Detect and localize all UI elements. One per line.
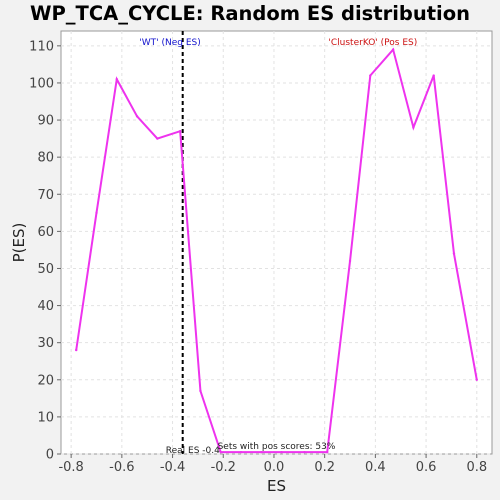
data-point	[115, 78, 118, 81]
x-tick-label: 0.2	[314, 460, 335, 475]
data-point	[348, 259, 352, 263]
data-point	[239, 450, 243, 454]
x-tick-label: -0.8	[58, 460, 83, 475]
y-tick-label: 100	[29, 76, 54, 91]
data-point	[260, 450, 263, 454]
data-point	[135, 115, 139, 118]
data-point	[219, 450, 222, 454]
pos-es-label: 'ClusterKO' (Pos ES)	[328, 38, 417, 48]
y-tick-label: 30	[37, 336, 54, 351]
data-point	[303, 450, 306, 454]
data-point	[432, 74, 435, 77]
data-point	[156, 137, 159, 140]
x-tick-label: -0.6	[109, 460, 134, 475]
x-axis-title: ES	[267, 477, 286, 495]
plot-area	[60, 30, 493, 455]
y-tick-label: 110	[29, 39, 54, 54]
data-point	[199, 389, 202, 393]
axes: -0.8 -0.6 -0.4 -0.2 0.0 0.2 0.4 0.6 0.8 0 10 20 30 40…	[29, 39, 487, 475]
y-tick-label: 80	[37, 151, 54, 166]
y-tick-label: 50	[37, 262, 54, 277]
y-tick-label: 40	[37, 299, 54, 314]
neg-es-label: 'WT' (Neg ES)	[139, 38, 200, 48]
data-point	[280, 450, 283, 454]
x-tick-label: 0.6	[416, 460, 437, 475]
y-tick-label: 20	[37, 373, 54, 388]
y-tick-label: 60	[37, 225, 54, 240]
y-tick-label: 10	[37, 410, 54, 425]
y-tick-label: 90	[37, 114, 54, 129]
x-tick-label: 0.4	[365, 460, 386, 475]
data-point	[75, 348, 78, 352]
grid	[61, 31, 492, 455]
data-point	[475, 378, 478, 381]
data-point	[412, 126, 415, 129]
y-tick-label: 0	[46, 448, 54, 463]
y-tick-label: 70	[37, 188, 54, 203]
x-tick-label: -0.4	[160, 460, 185, 475]
data-point	[95, 211, 98, 215]
series-line	[75, 47, 478, 454]
chart-title: WP_TCA_CYCLE: Random ES distribution	[29, 2, 471, 25]
data-points	[75, 48, 478, 454]
data-point	[391, 48, 395, 51]
x-tick-label: -0.2	[211, 460, 236, 475]
x-tick-label: 0.8	[466, 460, 487, 475]
x-tick-label: 0.0	[264, 460, 285, 475]
data-point	[452, 252, 456, 255]
real-es-label: Real ES -0.4	[166, 446, 220, 456]
y-axis-title: P(ES)	[10, 223, 28, 263]
data-point	[326, 450, 329, 454]
data-point	[369, 74, 372, 77]
pos-scores-label: Sets with pos scores: 53%	[218, 442, 336, 452]
data-point	[178, 129, 182, 133]
